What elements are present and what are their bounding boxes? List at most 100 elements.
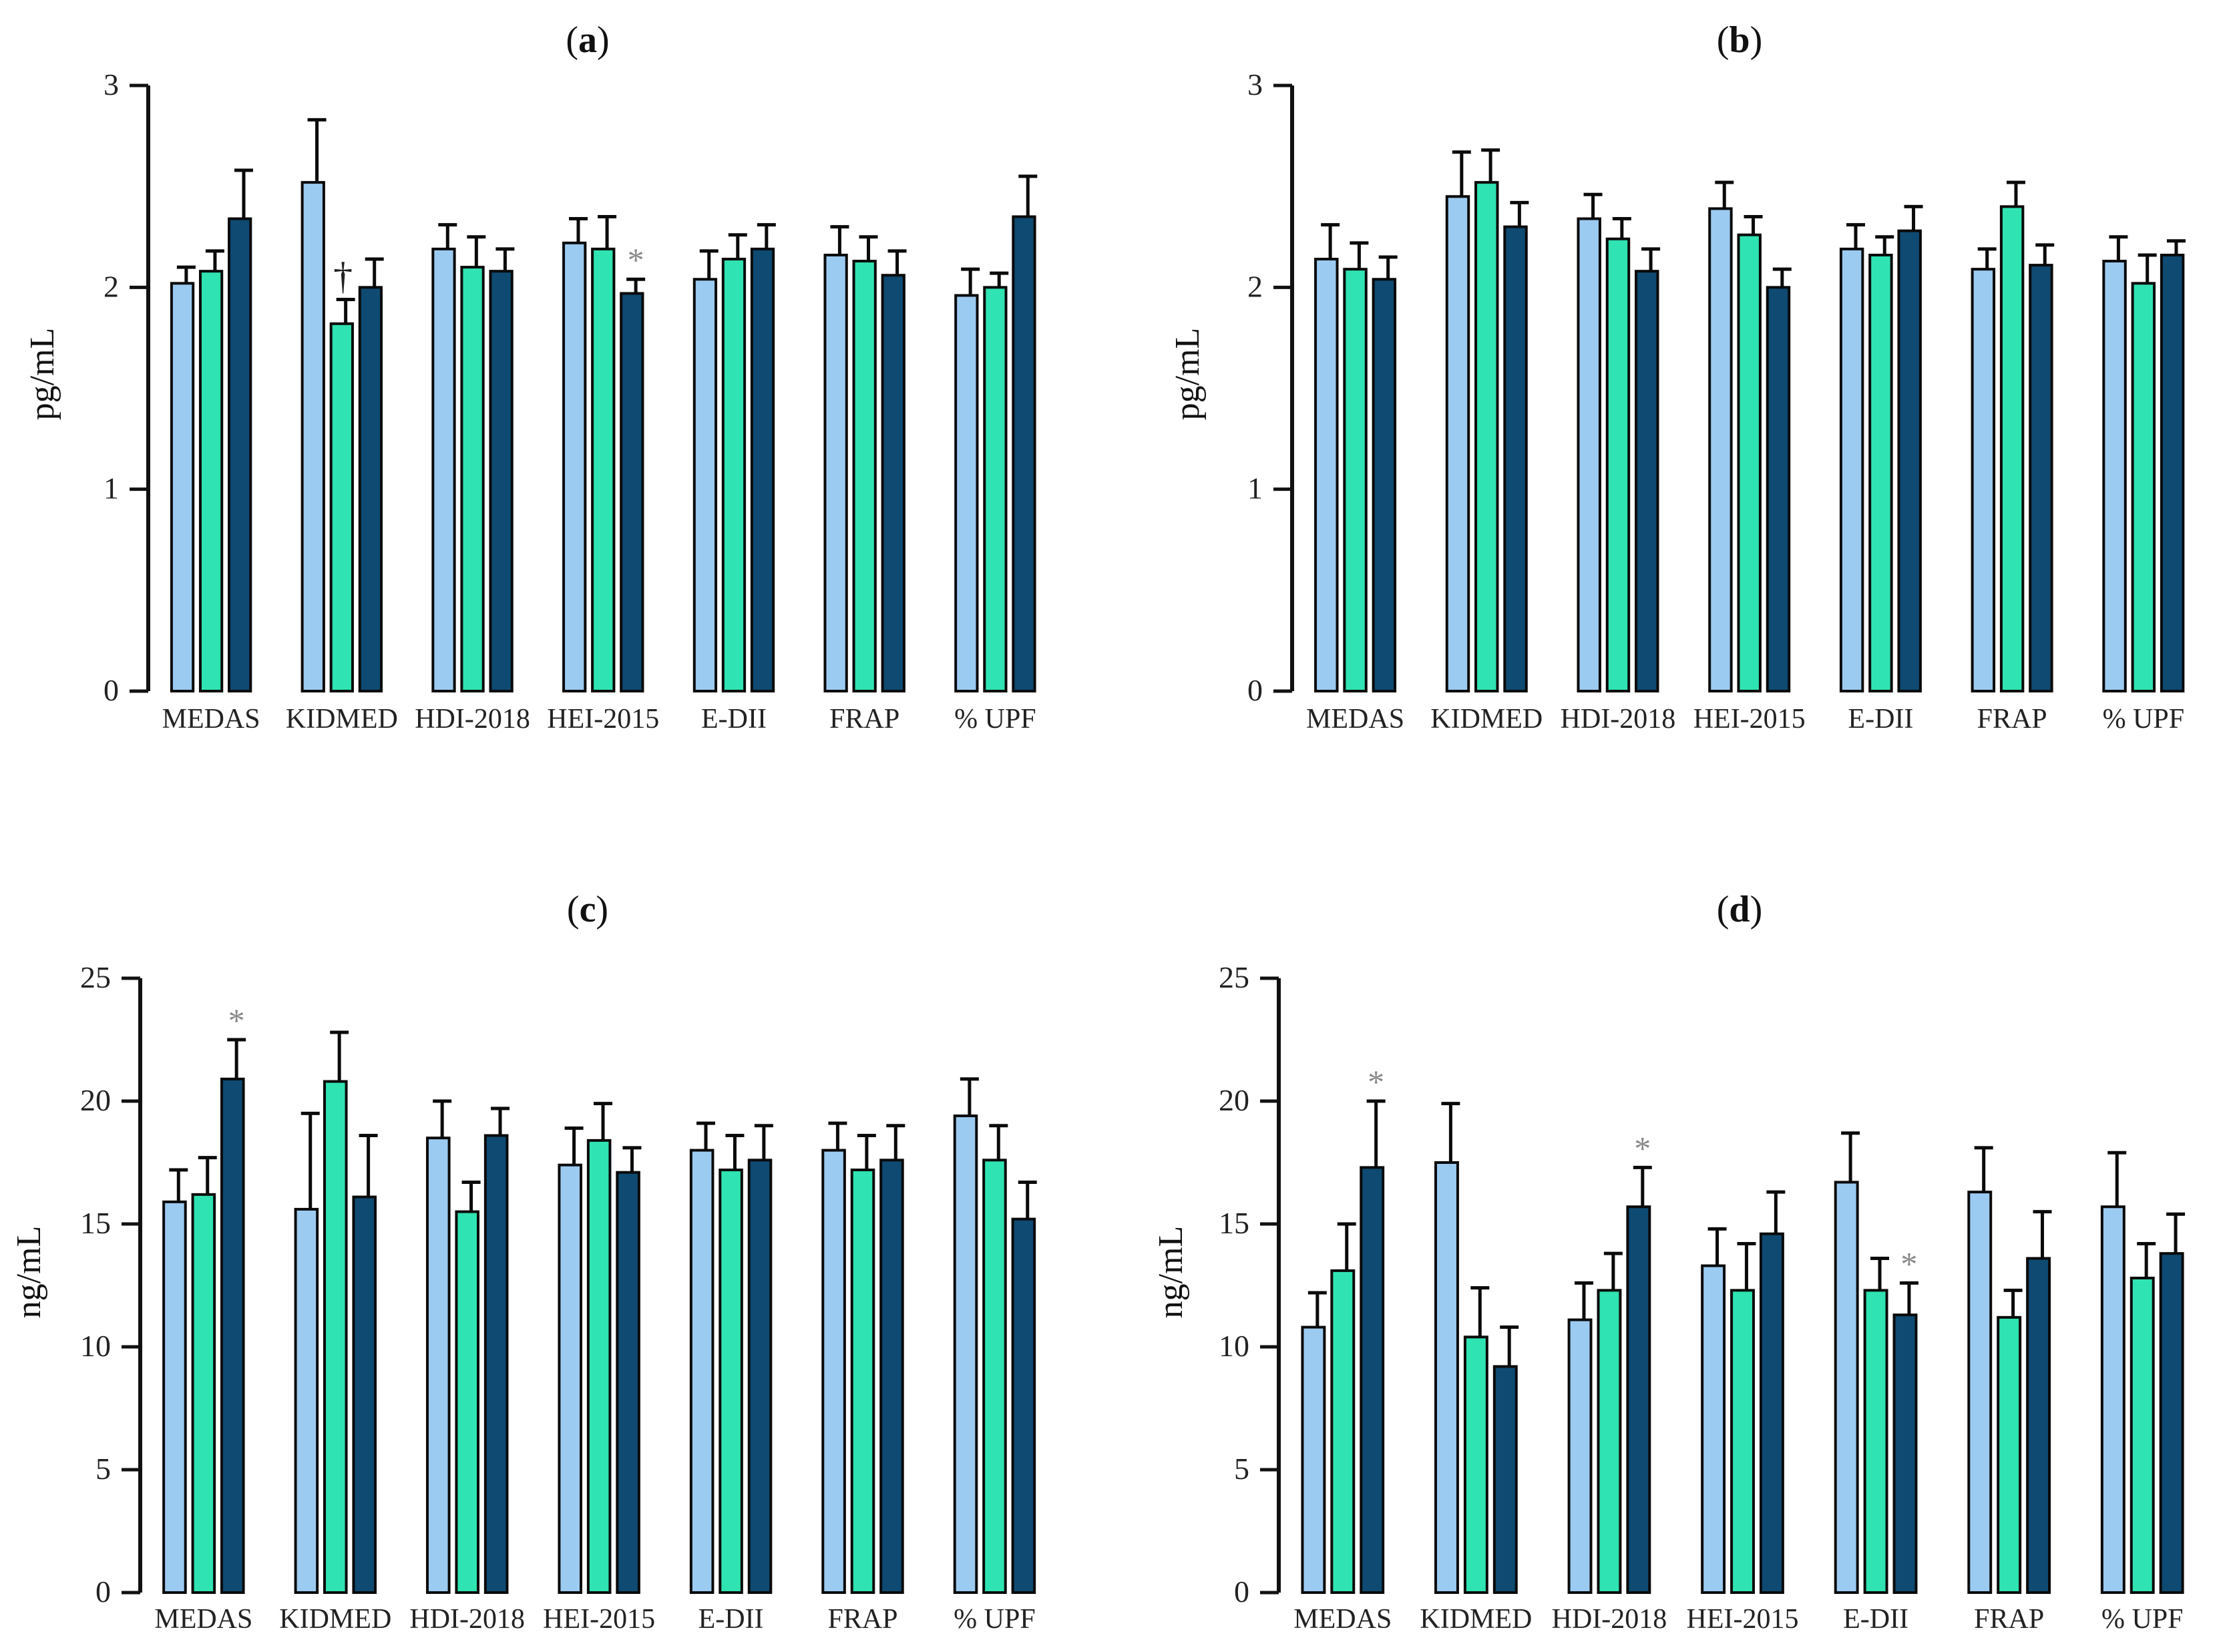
bar — [1330, 1269, 1356, 1595]
bar — [1314, 258, 1339, 692]
significance-marker: * — [628, 241, 644, 278]
bar — [1474, 181, 1499, 692]
x-category-label: HDI-2018 — [1552, 1604, 1667, 1635]
bar — [1701, 1264, 1726, 1595]
x-category-label: E-DII — [1843, 1604, 1908, 1635]
x-category-label: HEI-2015 — [1687, 1604, 1799, 1635]
bar — [1766, 286, 1791, 693]
x-category-label: FRAP — [827, 1604, 897, 1635]
y-tick-label: 10 — [80, 1329, 111, 1363]
bar — [954, 294, 979, 692]
panel-title: (c) — [567, 889, 608, 930]
bar — [721, 258, 747, 692]
bar — [1372, 278, 1397, 692]
bar — [489, 270, 514, 692]
bar — [1759, 1232, 1784, 1594]
y-tick-label: 20 — [80, 1083, 111, 1117]
bar — [1605, 237, 1631, 693]
y-tick-label: 10 — [1219, 1329, 1249, 1363]
significance-marker: * — [1634, 1129, 1651, 1167]
x-category-label: FRAP — [829, 704, 899, 735]
panel-title: (a) — [566, 19, 609, 61]
bar — [1834, 1181, 1859, 1594]
y-tick-label: 2 — [104, 269, 119, 303]
y-axis-label: ng/mL — [1152, 1226, 1190, 1319]
chart-panel-4: (d) ng/mL 0 5 10 15 20 25 * MEDAS KIDMED * HDI-2018 H… — [1152, 889, 2186, 1635]
bar — [1863, 1289, 1888, 1594]
bar — [689, 1149, 715, 1594]
x-category-label: KIDMED — [1420, 1604, 1532, 1635]
bar — [692, 278, 718, 692]
bar — [2026, 1257, 2051, 1595]
y-tick-label: 5 — [1234, 1452, 1249, 1486]
bar — [1360, 1166, 1385, 1594]
bar — [953, 1114, 978, 1594]
bar — [1463, 1335, 1488, 1595]
y-tick-label: 5 — [95, 1452, 111, 1486]
bar — [823, 253, 848, 692]
x-category-label: MEDAS — [162, 704, 260, 735]
x-category-label: FRAP — [1977, 704, 2047, 735]
bar — [1635, 270, 1659, 692]
bar — [1012, 215, 1036, 692]
bar — [1011, 1217, 1036, 1594]
y-axis-label: pg/mL — [23, 328, 61, 421]
bar — [220, 1077, 245, 1594]
bar — [170, 282, 195, 692]
bar — [300, 181, 325, 692]
bar — [431, 247, 456, 692]
y-tick-label: 2 — [1247, 269, 1263, 303]
bar — [2160, 253, 2185, 692]
y-tick-label: 1 — [104, 471, 119, 505]
bar — [460, 266, 485, 693]
y-tick-label: 15 — [80, 1206, 111, 1240]
bar — [483, 1134, 509, 1594]
bar — [881, 274, 905, 692]
x-category-label: HDI-2018 — [1561, 704, 1676, 735]
bar — [616, 1171, 640, 1594]
significance-marker: * — [1368, 1063, 1384, 1100]
y-axis-label: ng/mL — [10, 1226, 48, 1319]
y-tick-label: 1 — [1247, 471, 1263, 505]
bar — [294, 1207, 319, 1595]
bar — [352, 1195, 377, 1594]
bar — [879, 1159, 904, 1594]
bar — [850, 1169, 875, 1595]
bar — [821, 1149, 846, 1594]
x-category-label: KIDMED — [286, 704, 398, 735]
bar — [982, 1159, 1007, 1594]
bar — [426, 1137, 451, 1594]
bar — [562, 241, 587, 692]
bar — [1434, 1161, 1459, 1594]
bar — [558, 1163, 583, 1595]
chart-panel-3: (c) ng/mL 0 5 10 15 20 25 * MEDAS KIDMED HDI-2018 HE… — [10, 889, 1037, 1635]
x-category-label: E-DII — [701, 704, 767, 735]
bar — [323, 1080, 348, 1595]
bar — [1730, 1289, 1755, 1594]
bar — [1445, 195, 1470, 692]
y-tick-label: 0 — [95, 1575, 111, 1609]
bar — [1868, 253, 1893, 692]
bar — [2029, 264, 2053, 692]
bar — [2100, 1205, 2125, 1594]
panel-title: (d) — [1717, 889, 1762, 930]
x-category-label: KIDMED — [279, 1604, 391, 1635]
bar — [162, 1200, 187, 1594]
significance-marker: * — [228, 1002, 245, 1039]
y-tick-label: 0 — [104, 673, 119, 707]
y-tick-label: 25 — [1219, 960, 1249, 994]
bar — [719, 1169, 743, 1595]
bar — [1897, 229, 1922, 692]
chart-panel-2: (b) pg/mL 0 1 2 3 MEDAS KIDMED HDI-2018 HEI-2015 E… — [1169, 19, 2186, 735]
bar — [586, 1139, 612, 1594]
bar — [198, 270, 224, 692]
bar — [1967, 1191, 1993, 1595]
bar — [2131, 282, 2156, 692]
bar — [1577, 217, 1601, 693]
x-category-label: MEDAS — [154, 1604, 252, 1635]
y-tick-label: 0 — [1247, 673, 1263, 707]
y-tick-label: 0 — [1234, 1575, 1249, 1609]
y-axis-label: pg/mL — [1169, 328, 1207, 421]
bar — [2102, 260, 2127, 692]
